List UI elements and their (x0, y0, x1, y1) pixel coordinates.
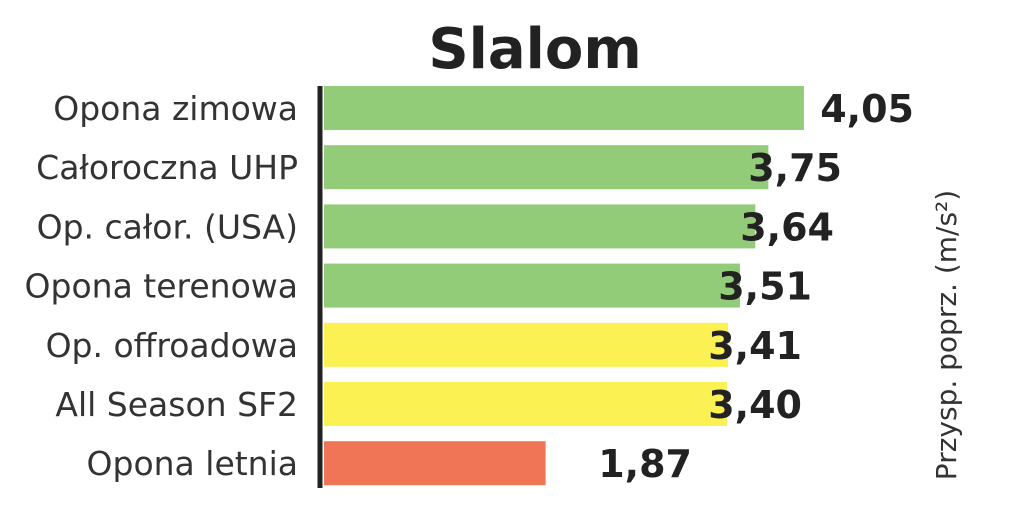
value-label: 3,40 (708, 383, 802, 427)
category-label: Opona terenowa (25, 267, 298, 306)
value-label: 3,64 (740, 205, 834, 249)
bar (324, 204, 756, 249)
value-label: 3,41 (708, 324, 802, 368)
value-label: 3,51 (718, 265, 812, 309)
value-label: 3,75 (748, 146, 842, 190)
category-label: Opona letnia (87, 444, 298, 483)
bar (324, 263, 740, 308)
bar (324, 145, 769, 190)
bar (324, 382, 727, 426)
bars-group: Opona zimowa 4,05 Całoroczna UHP 3,75 Op. ca… (25, 86, 914, 486)
bar (324, 441, 546, 486)
value-label: 4,05 (820, 87, 914, 131)
axis-title: Przysp. poprz. (m/s²) (930, 190, 963, 480)
chart-title: Slalom (428, 17, 641, 82)
category-label: Op. całor. (USA) (37, 207, 298, 246)
value-label: 1,87 (598, 442, 692, 486)
category-label: Opona zimowa (53, 89, 298, 128)
bar (324, 86, 804, 130)
category-label: Op. offroadowa (46, 326, 298, 365)
bar (324, 322, 729, 367)
category-label: All Season SF2 (55, 385, 298, 424)
category-label: Całoroczna UHP (36, 148, 298, 187)
